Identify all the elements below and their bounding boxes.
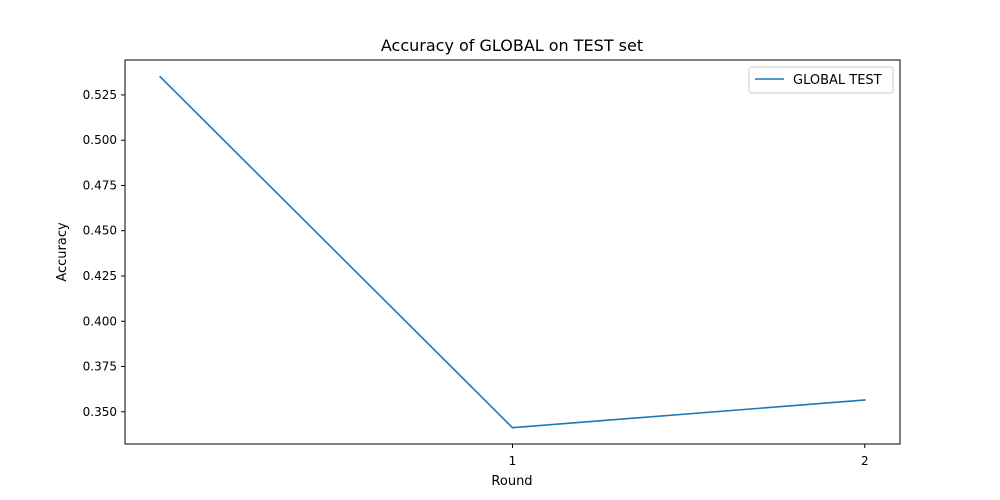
y-tick-label: 0.425 (83, 269, 117, 283)
y-axis-label: Accuracy (55, 222, 70, 282)
x-axis-label: Round (491, 474, 532, 489)
legend-box (748, 66, 894, 94)
plot-area: 0.350 0.375 0.400 0.425 0.450 0.475 0.500 0.525… (83, 59, 901, 468)
y-tick-label: 0.475 (83, 178, 117, 192)
y-tick-label: 0.500 (83, 133, 117, 147)
legend: GLOBAL TEST (748, 66, 894, 94)
legend-label: GLOBAL TEST (793, 73, 882, 88)
x-tick-label: 2 (861, 454, 869, 468)
y-tick-label: 0.400 (83, 314, 117, 328)
plot-frame (124, 59, 901, 445)
y-tick-label: 0.350 (83, 405, 117, 419)
x-tick-label: 1 (509, 454, 517, 468)
y-tick-label: 0.450 (83, 224, 117, 238)
y-tick-label: 0.375 (83, 360, 117, 374)
y-axis-ticks: 0.350 0.375 0.400 0.425 0.450 0.475 0.500 0.525 (83, 88, 125, 419)
series-line (159, 75, 866, 429)
y-tick-label: 0.525 (83, 88, 117, 102)
series-layer (159, 75, 866, 429)
chart-title: Accuracy of GLOBAL on TEST set (381, 36, 643, 55)
